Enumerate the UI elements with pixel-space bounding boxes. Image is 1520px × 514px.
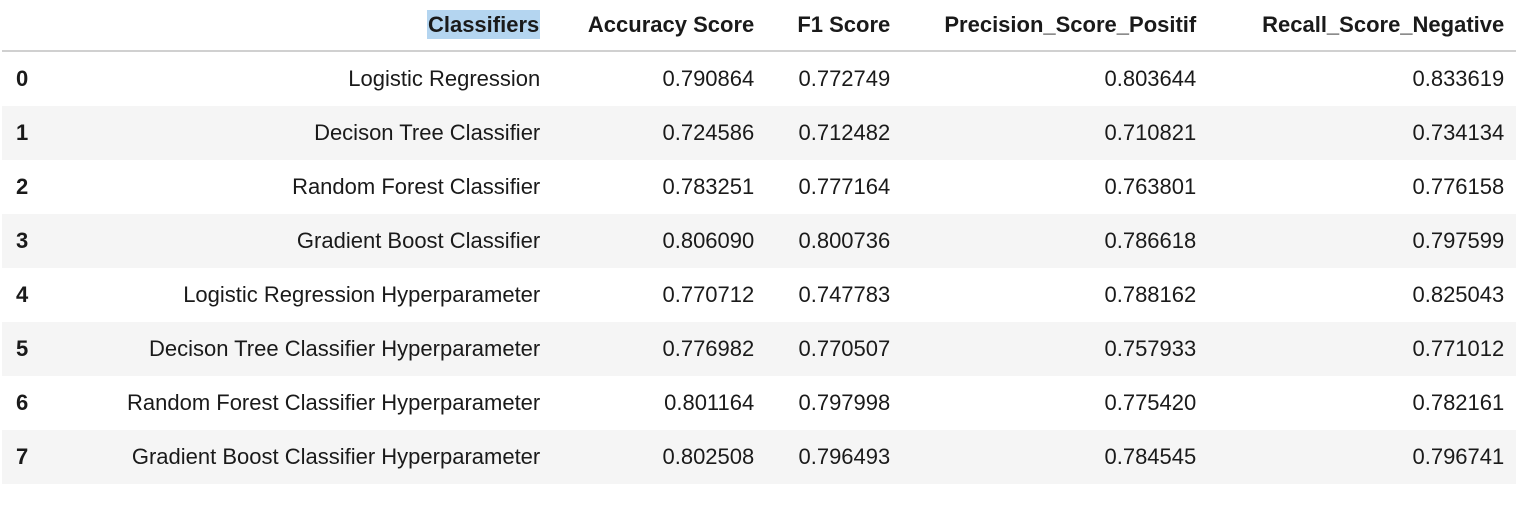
cell-f1: 0.800736 [798,228,891,253]
cell-accuracy: 0.783251 [662,174,755,199]
row-index: 5 [16,336,29,361]
cell-accuracy: 0.806090 [662,228,755,253]
cell-recall: 0.797599 [1412,228,1505,253]
cell-classifier: Gradient Boost Classifier Hyperparameter [131,444,541,469]
table-row: 7 Gradient Boost Classifier Hyperparamet… [2,430,1517,484]
cell-classifier: Logistic Regression Hyperparameter [183,282,541,307]
cell-classifier: Decison Tree Classifier [314,120,541,145]
table-row: 2 Random Forest Classifier 0.783251 0.77… [2,160,1516,214]
header-classifiers[interactable]: Classifiers [34,0,553,52]
cell-recall: 0.796741 [1412,444,1505,469]
row-index: 0 [16,66,29,91]
cell-f1: 0.747783 [798,282,891,307]
header-precision-score-positif: Precision_Score_Positif [902,0,1209,52]
row-index: 7 [16,444,29,469]
dataframe-output: Classifiers Accuracy Score F1 Score Prec… [2,0,1517,484]
cell-classifier: Random Forest Classifier Hyperparameter [126,390,541,415]
cell-recall: 0.734134 [1412,120,1505,145]
cell-accuracy: 0.802508 [662,444,755,469]
cell-recall: 0.771012 [1412,336,1505,361]
cell-classifier: Logistic Regression [348,66,541,91]
header-row: Classifiers Accuracy Score F1 Score Prec… [2,0,1517,52]
cell-f1: 0.770507 [798,336,891,361]
cell-recall: 0.782161 [1412,390,1505,415]
row-index: 4 [16,282,29,307]
cell-precision: 0.784545 [1104,444,1197,469]
cell-accuracy: 0.770712 [662,282,755,307]
table-row: 4 Logistic Regression Hyperparameter 0.7… [2,268,1516,322]
cell-recall: 0.825043 [1412,282,1505,307]
cell-precision: 0.788162 [1104,282,1197,307]
row-index: 3 [16,228,29,253]
cell-precision: 0.757933 [1104,336,1197,361]
cell-f1: 0.712482 [798,120,891,145]
cell-classifier: Gradient Boost Classifier [296,228,541,253]
table-row: 0 Logistic Regression 0.790864 0.772749 … [2,51,1516,106]
header-index [2,0,35,52]
table-header: Classifiers Accuracy Score F1 Score Prec… [2,0,1517,52]
results-table: Classifiers Accuracy Score F1 Score Prec… [2,0,1517,484]
table-row: 1 Decison Tree Classifier 0.724586 0.712… [2,106,1517,160]
cell-precision: 0.786618 [1104,228,1197,253]
cell-accuracy: 0.801164 [664,390,755,415]
header-recall-score-negative: Recall_Score_Negative [1208,0,1517,52]
cell-precision: 0.763801 [1104,174,1197,199]
cell-f1: 0.772749 [798,66,891,91]
cell-accuracy: 0.790864 [662,66,755,91]
cell-accuracy: 0.776982 [662,336,755,361]
row-index: 6 [16,390,29,415]
cell-f1: 0.796493 [798,444,891,469]
cell-precision: 0.775420 [1104,390,1197,415]
row-index: 2 [16,174,29,199]
table-body: 0 Logistic Regression 0.790864 0.772749 … [2,51,1517,484]
table-row: 3 Gradient Boost Classifier 0.806090 0.8… [2,214,1517,268]
header-f1-score: F1 Score [766,0,903,52]
table-row: 6 Random Forest Classifier Hyperparamete… [2,376,1516,430]
cell-accuracy: 0.724586 [662,120,755,145]
header-classifiers-label[interactable]: Classifiers [426,10,541,39]
cell-classifier: Decison Tree Classifier Hyperparameter [148,336,541,361]
cell-recall: 0.833619 [1412,66,1505,91]
cell-precision: 0.803644 [1104,66,1197,91]
cell-f1: 0.797998 [798,390,891,415]
header-accuracy-score: Accuracy Score [552,0,767,52]
cell-precision: 0.710821 [1104,120,1197,145]
table-row: 5 Decison Tree Classifier Hyperparameter… [2,322,1517,376]
cell-recall: 0.776158 [1412,174,1505,199]
row-index: 1 [16,120,29,145]
cell-f1: 0.777164 [798,174,891,199]
cell-classifier: Random Forest Classifier [292,174,541,199]
